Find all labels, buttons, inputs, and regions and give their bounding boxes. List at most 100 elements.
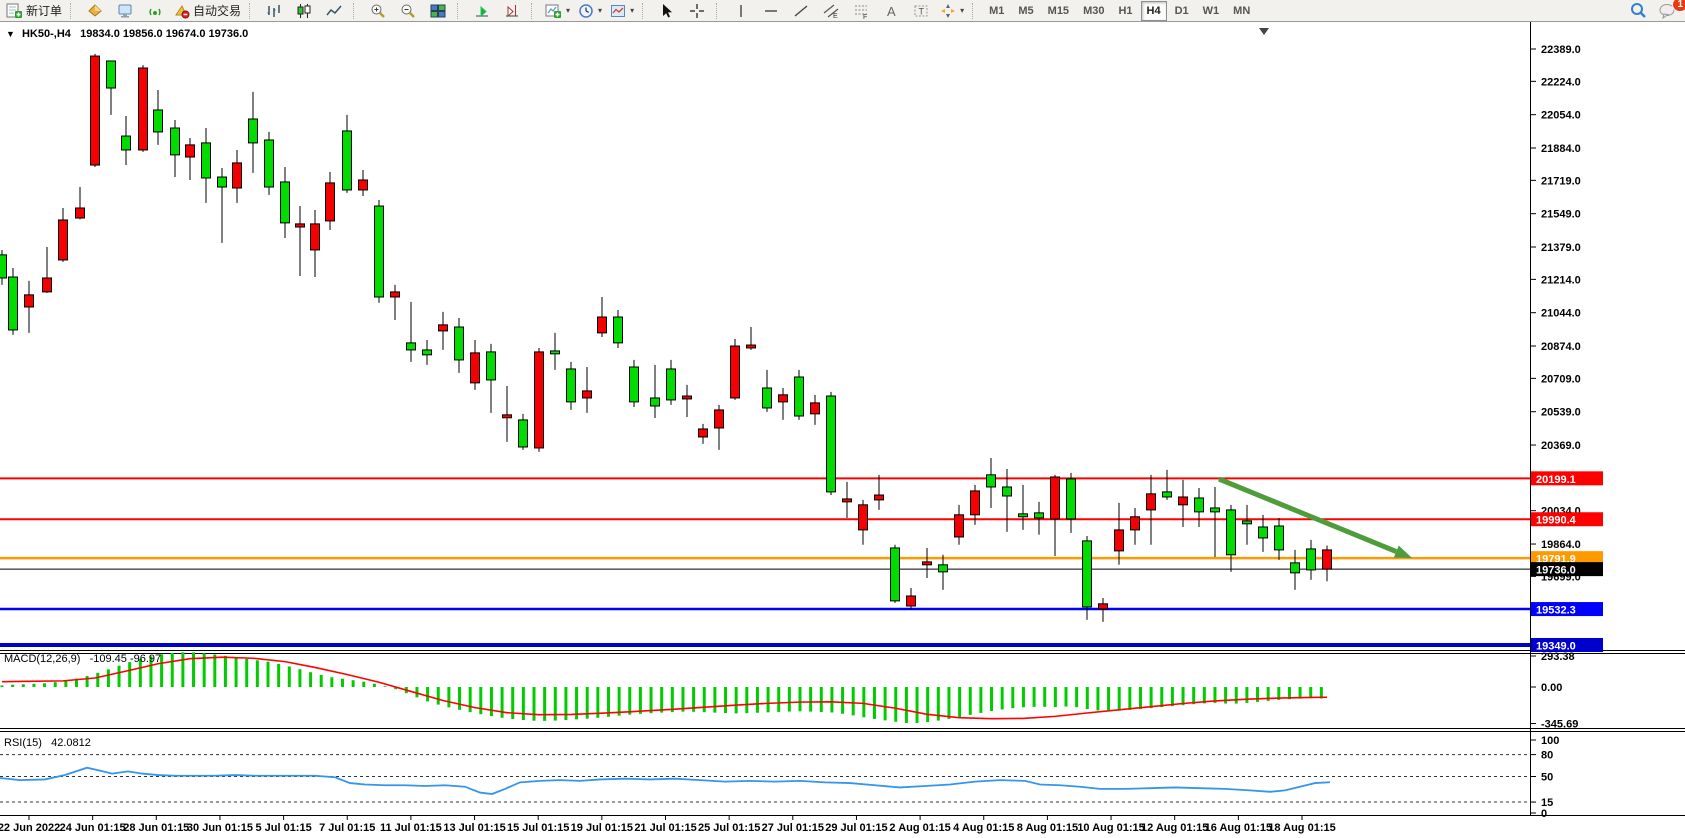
search-button[interactable] — [1623, 0, 1653, 22]
timeframe-m15-button[interactable]: M15 — [1047, 4, 1070, 17]
auto-trading-button[interactable]: 自动交易 — [170, 0, 245, 22]
macd-axis-label: 0.00 — [1541, 682, 1562, 694]
shapes-button[interactable]: ▾ — [936, 0, 968, 22]
bar-chart-button[interactable] — [259, 0, 289, 22]
trendline-icon — [793, 3, 809, 19]
styler-button[interactable] — [80, 0, 110, 22]
timeframe-h1-button[interactable]: H1 — [1118, 4, 1133, 17]
vertical-line-button[interactable] — [726, 0, 756, 22]
cursor-icon — [659, 3, 675, 19]
candle — [1322, 549, 1332, 570]
candle — [1274, 525, 1284, 551]
channel-button[interactable]: E — [816, 0, 846, 22]
candle — [0, 254, 7, 279]
price-axis-label: 21549.0 — [1541, 209, 1581, 221]
candle — [264, 139, 274, 188]
signals-button[interactable] — [140, 0, 170, 22]
candle — [1018, 513, 1028, 518]
zoom-out-button[interactable] — [393, 0, 423, 22]
candle — [8, 276, 18, 331]
crosshair-icon — [689, 3, 705, 19]
timeframe-h4-button[interactable]: H4 — [1140, 0, 1167, 21]
price-badge-label: 19736.0 — [1536, 565, 1576, 577]
candle — [922, 561, 932, 566]
price-badge-20199.1 — [1531, 471, 1603, 486]
candlestick-button[interactable] — [289, 0, 319, 22]
tile-windows-button[interactable] — [423, 0, 453, 22]
candle — [342, 130, 352, 191]
horizontal-line-button[interactable] — [756, 0, 786, 22]
crosshair-button[interactable] — [682, 0, 712, 22]
candle — [698, 428, 708, 438]
notifications-button[interactable]: 1 — [1653, 0, 1685, 22]
candle — [1130, 516, 1140, 531]
fibonacci-button[interactable]: F — [846, 0, 876, 22]
symbol-dropdown-icon[interactable]: ▼ — [6, 29, 15, 39]
symbol-ohlc-line[interactable]: ▼ HK50-,H4 19834.0 19856.0 19674.0 19736… — [6, 28, 248, 40]
rsi-axis-label: 50 — [1541, 772, 1553, 784]
candle — [454, 326, 464, 361]
new-order-button-label: 新订单 — [26, 4, 63, 18]
time-axis-label: 11 Jul 01:15 — [380, 822, 442, 834]
zoom-in-button[interactable] — [363, 0, 393, 22]
candle — [810, 402, 820, 415]
doc-plus-icon — [6, 3, 23, 19]
candle — [970, 490, 980, 516]
chart-shift-marker[interactable] — [1259, 28, 1269, 35]
time-axis-label: 12 Aug 01:15 — [1141, 822, 1208, 834]
cursor-button[interactable] — [652, 0, 682, 22]
templates-button[interactable]: ▾ — [606, 0, 638, 22]
candle — [1098, 603, 1108, 610]
toolbar-separator — [531, 2, 538, 19]
shapes-icon — [940, 3, 956, 19]
time-axis-label: 24 Jun 01:15 — [60, 822, 126, 834]
new-order-button[interactable]: 新订单 — [2, 0, 66, 22]
price-badge-label: 19532.3 — [1536, 605, 1576, 617]
candles-icon — [296, 3, 312, 19]
monitor-icon — [117, 3, 133, 19]
bars-icon — [266, 3, 282, 19]
time-axis-label: 13 Jul 01:15 — [443, 822, 505, 834]
price-badge-19532.3 — [1531, 602, 1603, 617]
chart-shift-button[interactable] — [497, 0, 527, 22]
price-badge-label: 20199.1 — [1536, 474, 1576, 486]
candle — [422, 349, 432, 356]
candle — [24, 294, 34, 308]
dropdown-arrow-icon[interactable]: ▾ — [630, 6, 635, 15]
candle — [534, 351, 544, 449]
time-axis-label: 27 Jul 01:15 — [762, 822, 824, 834]
candle — [358, 179, 368, 191]
timeframe-d1-button[interactable]: D1 — [1174, 4, 1189, 17]
line-chart-button[interactable] — [319, 0, 349, 22]
candle — [629, 366, 639, 403]
price-axis-label: 19864.0 — [1541, 539, 1581, 551]
dropdown-arrow-icon[interactable]: ▾ — [598, 6, 603, 15]
rsi-axis-label: 100 — [1541, 735, 1559, 747]
dropdown-arrow-icon[interactable]: ▾ — [566, 6, 571, 15]
price-badge-label: 19990.4 — [1536, 515, 1577, 527]
price-axis-label: 22224.0 — [1541, 76, 1581, 88]
timeframe-m30-button[interactable]: M30 — [1083, 4, 1105, 17]
trendline-button[interactable] — [786, 0, 816, 22]
candle — [325, 182, 335, 222]
auto-scroll-button[interactable] — [467, 0, 497, 22]
price-axis-label: 22389.0 — [1541, 44, 1581, 56]
label-button[interactable]: T — [906, 0, 936, 22]
periods-button[interactable]: ▾ — [574, 0, 606, 22]
text-button[interactable]: A — [876, 0, 906, 22]
trend-arrow-line[interactable] — [1218, 476, 1398, 554]
toolbar-separator — [716, 2, 723, 19]
time-axis-label: 28 Jun 01:15 — [123, 822, 189, 834]
terminal-button[interactable] — [110, 0, 140, 22]
macd-axis-label: 293.38 — [1541, 651, 1575, 663]
time-axis-label: 16 Aug 01:15 — [1205, 822, 1272, 834]
dropdown-arrow-icon[interactable]: ▾ — [960, 6, 965, 15]
timeframe-w1-button[interactable]: W1 — [1202, 4, 1220, 17]
timeframe-mn-button[interactable]: MN — [1233, 4, 1251, 17]
candle — [406, 342, 416, 351]
timeframe-m1-button[interactable]: M1 — [989, 4, 1005, 17]
new-chart-button[interactable]: ▾ — [541, 0, 574, 22]
timeframe-m5-button[interactable]: M5 — [1018, 4, 1034, 17]
auto-trading-button-label: 自动交易 — [193, 4, 242, 18]
